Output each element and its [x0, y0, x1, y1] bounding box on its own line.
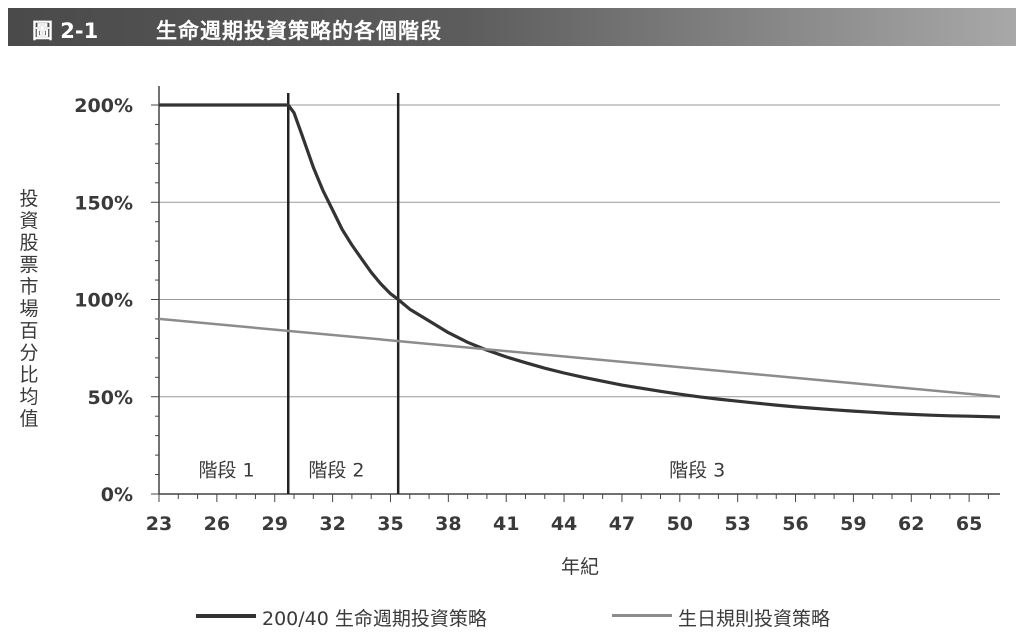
x-axis-label: 年紀	[561, 556, 599, 578]
x-tick-label: 23	[146, 513, 172, 535]
x-tick-label: 44	[551, 513, 577, 535]
legend-swatch-lifecycle	[196, 614, 256, 618]
x-tick-label: 50	[667, 513, 693, 535]
legend-label-lifecycle: 200/40 生命週期投資策略	[262, 608, 487, 630]
phase-label-3: 階段 3	[669, 459, 725, 481]
x-tick-label: 53	[724, 513, 750, 535]
x-tick-label: 26	[204, 513, 230, 535]
x-tick-label: 38	[435, 513, 461, 535]
series-line-lifecycle	[159, 103, 1001, 419]
figure-number: 圖 2-1	[32, 19, 99, 43]
series-line-birthday	[158, 317, 1001, 399]
y-tick-label: 0%	[101, 484, 133, 506]
chart: 0% 50% 100% 150% 200% 23 26 29 32 35 38 41 44 47 50 53 5…	[74, 86, 1001, 578]
y-tick-label: 50%	[88, 387, 133, 409]
x-tick-label: 47	[609, 513, 635, 535]
legend-swatch-birthday	[612, 614, 672, 617]
x-tick-label: 59	[840, 513, 866, 535]
figure-title-bar: 圖 2-1 生命週期投資策略的各個階段	[8, 8, 1016, 46]
x-tick-label: 35	[377, 513, 403, 535]
y-tick-label: 100%	[74, 290, 133, 312]
x-tick-label: 29	[262, 513, 288, 535]
phase-label-1: 階段 1	[198, 459, 254, 481]
phase-label-2: 階段 2	[308, 459, 364, 481]
x-tick-label: 32	[319, 513, 345, 535]
x-tick-label: 62	[898, 513, 924, 535]
y-tick-label: 150%	[74, 192, 133, 214]
y-tick-label: 200%	[74, 95, 133, 117]
y-axis-label: 投資股票市場百分比均值	[19, 188, 39, 430]
x-tick-label: 41	[493, 513, 519, 535]
figure-title: 生命週期投資策略的各個階段	[156, 19, 442, 43]
x-tick-label: 56	[782, 513, 808, 535]
legend-label-birthday: 生日規則投資策略	[678, 608, 831, 630]
x-tick-label: 65	[956, 513, 982, 535]
